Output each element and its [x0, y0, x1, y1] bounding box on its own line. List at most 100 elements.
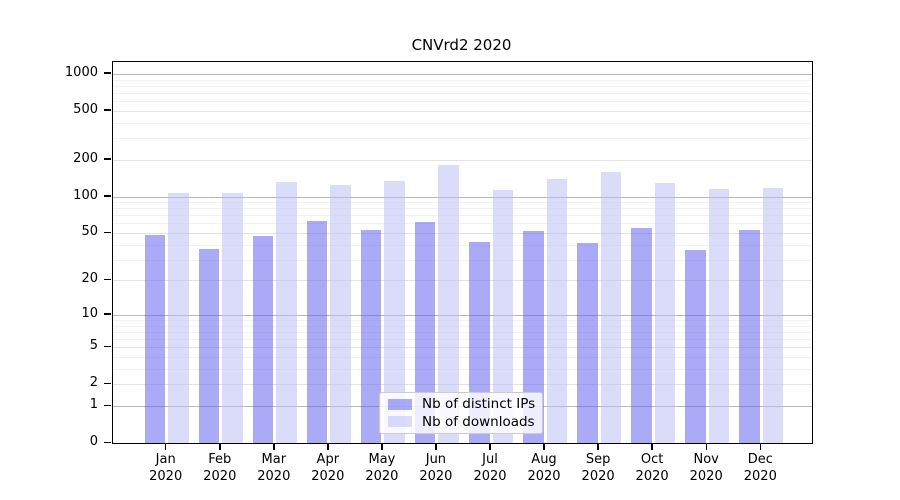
bar-distinct-ips-sep [577, 243, 598, 443]
x-tick-mar [273, 443, 275, 450]
x-tick-label-jan: Jan 2020 [149, 452, 183, 484]
x-tick-label-aug: Aug 2020 [527, 452, 561, 484]
plot-area [112, 61, 813, 444]
y-tick-1000 [104, 72, 111, 74]
bar-downloads-sep [600, 172, 622, 443]
gridline-30 [113, 259, 812, 261]
gridline-600 [113, 101, 812, 103]
bar-downloads-oct [654, 182, 676, 443]
bar-downloads-apr [330, 185, 351, 443]
legend: Nb of distinct IPs Nb of downloads [379, 392, 543, 434]
x-tick-oct [651, 443, 653, 450]
x-tick-label-may: May 2020 [365, 452, 399, 484]
x-tick-jul [489, 443, 491, 450]
bar-distinct-ips-aug [523, 230, 544, 443]
bar-distinct-ips-dec [739, 229, 760, 443]
y-tick-2 [104, 382, 111, 385]
x-tick-label-oct: Oct 2020 [635, 452, 669, 484]
gridline-5 [113, 347, 812, 349]
bar-downloads-aug [546, 179, 567, 443]
legend-item-distinct-ips: Nb of distinct IPs [388, 396, 536, 413]
x-tick-label-dec: Dec 2020 [743, 452, 777, 484]
gridline-80 [113, 208, 812, 210]
bar-distinct-ips-jun [414, 221, 436, 443]
gridline-200 [113, 159, 812, 161]
legend-swatch-downloads [388, 416, 412, 428]
x-tick-aug [543, 443, 545, 450]
y-tick-label-10: 10 [81, 305, 98, 321]
gridline-20 [113, 280, 812, 282]
bar-downloads-nov [708, 189, 730, 443]
gridline-2 [113, 384, 812, 386]
gridline-3 [113, 368, 812, 370]
bar-downloads-jun [438, 164, 459, 443]
y-tick-20 [104, 278, 111, 281]
legend-label-distinct-ips: Nb of distinct IPs [422, 396, 536, 413]
y-tick-label-500: 500 [73, 101, 98, 117]
bar-distinct-ips-feb [198, 248, 220, 443]
x-tick-may [381, 443, 383, 450]
y-tick-500 [104, 109, 111, 111]
x-tick-nov [705, 443, 707, 450]
y-tick-1 [104, 404, 111, 406]
bar-distinct-ips-apr [306, 220, 328, 443]
bar-downloads-mar [276, 181, 297, 443]
x-tick-label-jul: Jul 2020 [473, 452, 507, 484]
gridline-300 [113, 138, 812, 140]
x-tick-label-nov: Nov 2020 [689, 452, 723, 484]
x-tick-sep [597, 443, 599, 450]
bar-downloads-may [384, 181, 405, 443]
y-tick-label-5: 5 [89, 338, 98, 354]
x-tick-jun [435, 443, 437, 450]
gridline-6 [113, 339, 812, 341]
legend-label-downloads: Nb of downloads [422, 413, 535, 430]
gridline-10 [113, 314, 812, 316]
gridline-400 [113, 122, 812, 124]
y-tick-label-2: 2 [89, 375, 98, 391]
y-tick-5 [104, 345, 111, 348]
y-tick-label-200: 200 [73, 150, 98, 166]
y-tick-100 [104, 195, 111, 197]
gridline-90 [113, 202, 812, 203]
x-tick-feb [219, 443, 221, 450]
y-tick-label-100: 100 [73, 187, 98, 203]
gridline-7 [113, 331, 812, 333]
bar-downloads-feb [222, 192, 243, 443]
y-tick-200 [104, 158, 111, 160]
bar-distinct-ips-oct [631, 228, 652, 443]
gridline-500 [113, 110, 812, 112]
gridline-60 [113, 223, 812, 225]
gridline-4 [113, 357, 812, 358]
gridline-40 [113, 244, 812, 246]
gridline-100 [113, 196, 812, 198]
x-tick-label-apr: Apr 2020 [311, 452, 345, 484]
x-tick-label-mar: Mar 2020 [257, 452, 291, 484]
chart-title: CNVrd2 2020 [411, 36, 512, 54]
bar-downloads-jan [168, 192, 189, 443]
x-tick-label-feb: Feb 2020 [203, 452, 237, 484]
bar-distinct-ips-mar [252, 236, 274, 443]
y-tick-label-50: 50 [81, 224, 98, 239]
gridline-50 [113, 233, 812, 234]
bar-downloads-dec [762, 188, 784, 443]
x-tick-apr [327, 443, 329, 450]
y-tick-label-1: 1 [89, 397, 98, 412]
x-tick-dec [759, 443, 761, 450]
legend-swatch-distinct-ips [388, 398, 412, 410]
gridline-1000 [113, 73, 812, 75]
y-tick-10 [104, 313, 111, 315]
y-tick-0 [104, 441, 111, 443]
x-tick-label-sep: Sep 2020 [581, 452, 615, 484]
bar-downloads-jul [492, 189, 513, 443]
legend-item-downloads: Nb of downloads [388, 413, 535, 430]
gridline-9 [113, 320, 812, 321]
x-tick-label-jun: Jun 2020 [419, 452, 453, 484]
y-tick-label-0: 0 [89, 434, 98, 449]
gridline-700 [113, 93, 812, 94]
x-tick-jan [164, 443, 167, 450]
gridline-70 [113, 215, 812, 217]
gridline-800 [113, 85, 812, 87]
gridline-900 [113, 79, 812, 81]
bar-distinct-ips-may [360, 229, 382, 443]
